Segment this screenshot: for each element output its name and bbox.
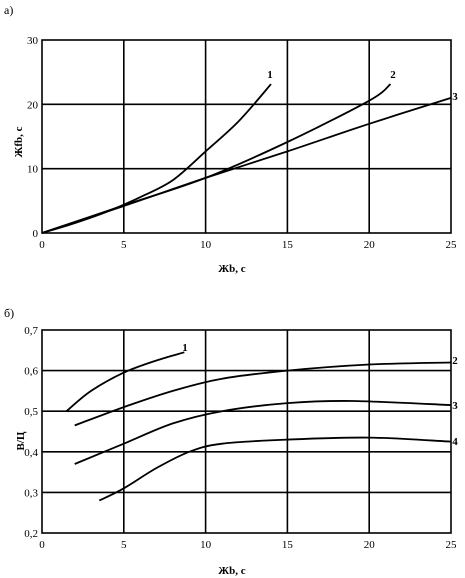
x-tick-label: 0	[39, 239, 45, 251]
panel-label: б)	[4, 306, 14, 320]
x-axis-label: Жb, c	[218, 565, 245, 577]
y-tick-label: 0,2	[24, 528, 38, 540]
series-curve-2	[41, 83, 392, 234]
x-tick-label: 20	[364, 539, 376, 551]
y-axis-label: В/Ц	[15, 431, 27, 450]
x-tick-label: 10	[200, 239, 212, 251]
series-label-1: 1	[267, 69, 273, 81]
series-curve-3	[41, 97, 452, 234]
series-curve-2	[74, 361, 452, 427]
y-tick-label: 0,5	[24, 406, 38, 418]
y-tick-label: 10	[27, 164, 39, 176]
y-tick-label: 0,3	[24, 487, 38, 499]
y-tick-label: 0,4	[24, 447, 38, 459]
x-tick-label: 10	[200, 539, 212, 551]
y-tick-label: 0,6	[24, 366, 38, 378]
y-axis-label: Жfb, c	[13, 126, 25, 157]
y-tick-label: 0,7	[24, 325, 38, 337]
series-label-3: 3	[452, 91, 458, 103]
series-label-4: 4	[452, 436, 458, 448]
series-curve-1	[65, 351, 185, 412]
panel-label: а)	[4, 3, 13, 17]
series-curve-4	[98, 436, 452, 502]
series-label-2: 2	[390, 69, 396, 81]
panel-a-chart: 0 5 10 15 20 25 0 10 20 30 а) Жb, c Жfb, c 1 2 3	[4, 3, 458, 275]
x-tick-label: 15	[282, 539, 294, 551]
plot-frame	[41, 39, 452, 234]
series-label-2: 2	[452, 355, 458, 367]
series-curve-3	[74, 400, 452, 465]
panel-b-chart: 0 5 10 15 20 25 0,2 0,3 0,4 0,5 0,6 0,7 б) Жb, c В/Ц 1 2…	[4, 306, 458, 577]
y-tick-label: 30	[27, 35, 39, 47]
x-tick-label: 20	[364, 239, 376, 251]
series-label-3: 3	[452, 400, 458, 412]
x-tick-label: 15	[282, 239, 294, 251]
plot-frame	[41, 329, 452, 534]
x-tick-label: 5	[121, 539, 127, 551]
x-tick-label: 0	[39, 539, 45, 551]
x-tick-label: 25	[446, 539, 458, 551]
series-label-1: 1	[182, 342, 188, 354]
x-tick-label: 25	[446, 239, 458, 251]
x-tick-label: 5	[121, 239, 127, 251]
y-tick-label: 20	[27, 99, 39, 111]
y-tick-label: 0	[33, 228, 39, 240]
x-axis-label: Жb, c	[218, 263, 245, 275]
series-curve-1	[41, 83, 272, 234]
